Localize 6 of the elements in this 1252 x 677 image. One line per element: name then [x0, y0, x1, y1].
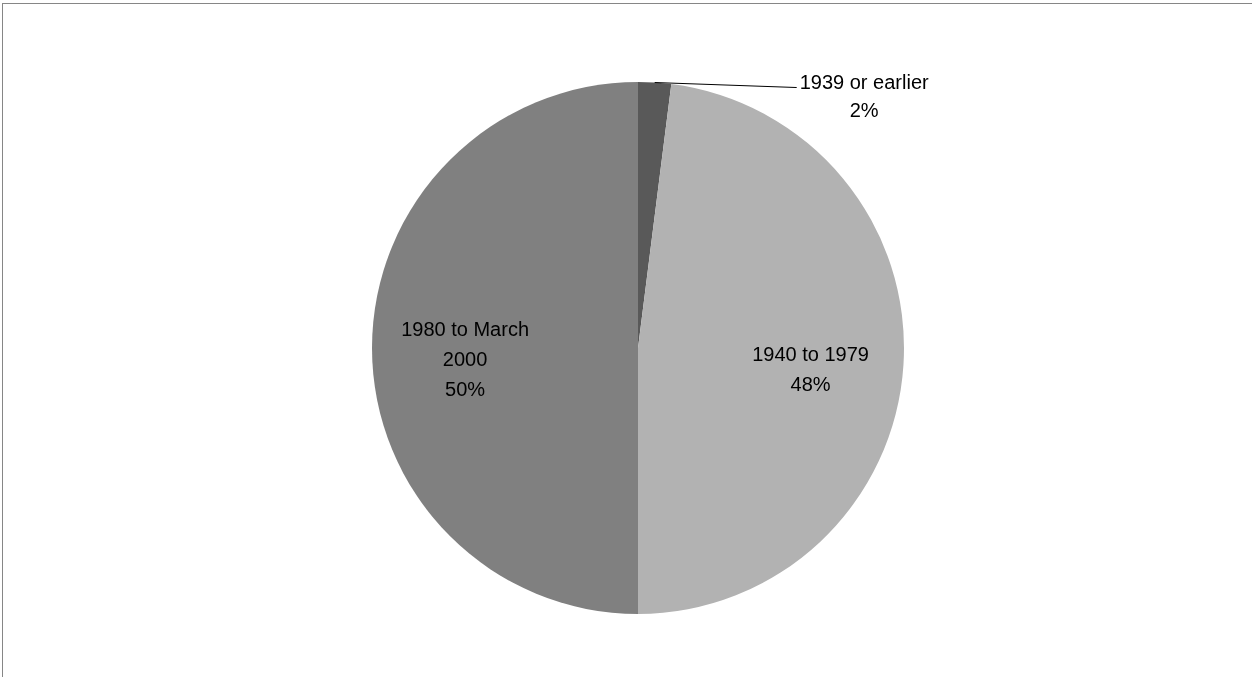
slice-label: 1940 to 1979	[752, 343, 869, 366]
slice-label: 1939 or earlier	[799, 71, 930, 94]
data-label: 48%	[790, 373, 831, 396]
slice-label: 1980 to March 2000	[401, 317, 530, 370]
data-label: 2%	[849, 99, 879, 122]
data-label: 50%	[445, 377, 486, 400]
